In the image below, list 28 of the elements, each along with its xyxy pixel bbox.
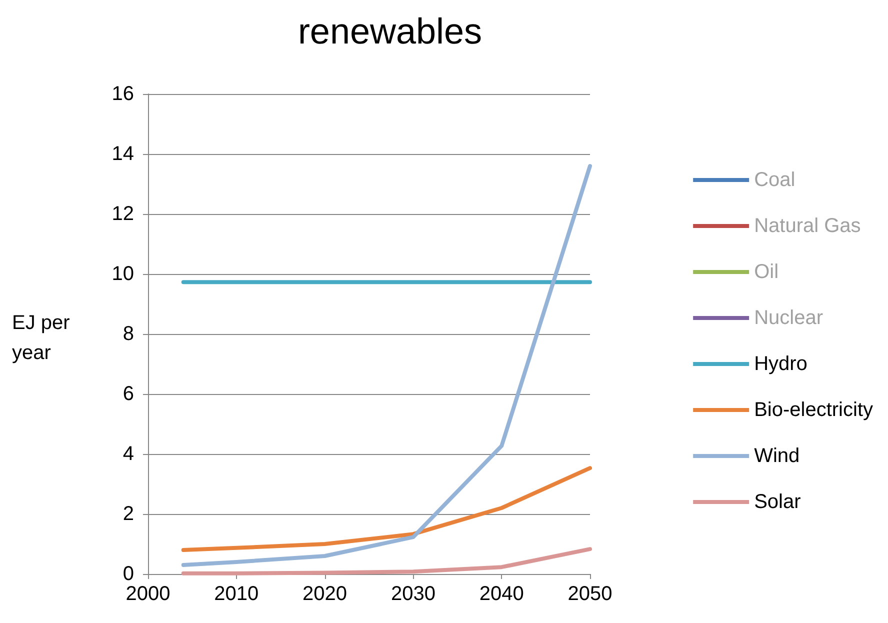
legend-label: Oil (754, 261, 779, 283)
y-tick-label: 10 (112, 263, 134, 285)
x-tick-label: 2010 (214, 583, 259, 605)
legend-label: Hydro (754, 353, 808, 375)
y-tick-label: 8 (122, 323, 134, 345)
legend-label: Coal (754, 169, 796, 191)
x-tick-label: 2050 (568, 583, 612, 605)
chart-title: renewables (298, 10, 482, 52)
x-tick-label: 2000 (126, 583, 170, 605)
legend-label: Bio-electricity (754, 399, 874, 421)
y-tick-label: 2 (122, 503, 134, 525)
y-axis-title: EJ per year (12, 312, 76, 364)
line-series (181, 164, 592, 567)
y-tick-label: 16 (112, 83, 134, 105)
x-tick-label: 2030 (390, 583, 436, 605)
legend-label: Wind (754, 445, 800, 467)
x-tick-label: 2040 (479, 583, 524, 605)
y-tick-label: 0 (122, 563, 134, 585)
line-series (181, 466, 592, 552)
y-tick-label: 14 (112, 143, 134, 165)
line-series (181, 547, 592, 576)
y-tick-label: 12 (112, 203, 134, 225)
legend-label: Solar (754, 491, 802, 513)
x-tick-label: 2020 (302, 583, 348, 605)
legend-label: Nuclear (754, 307, 824, 329)
legend-label: Natural Gas (754, 215, 861, 237)
y-tick-label: 4 (122, 443, 134, 465)
y-tick-label: 6 (122, 383, 134, 405)
